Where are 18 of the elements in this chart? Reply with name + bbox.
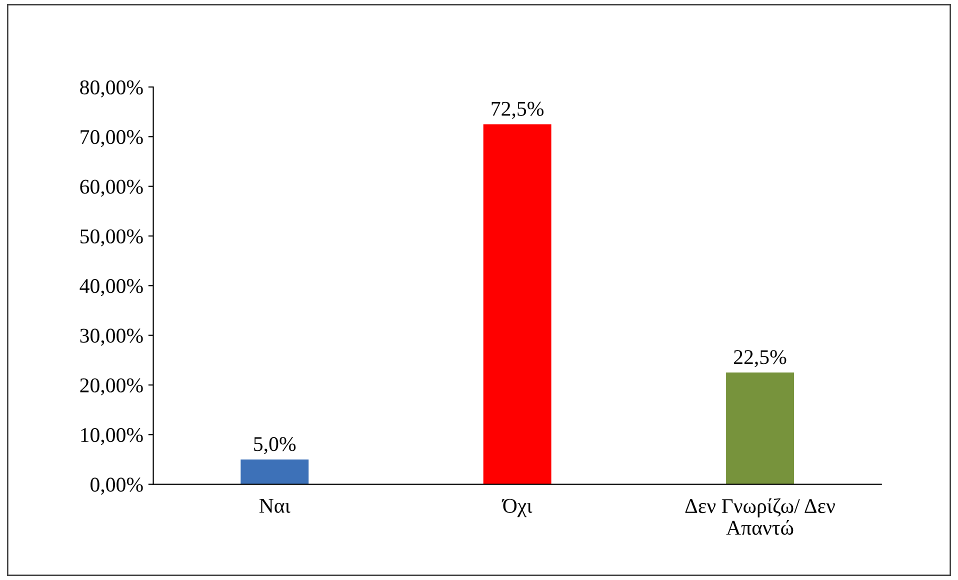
bar (240, 459, 309, 484)
data-label: 5,0% (254, 437, 296, 454)
bar (726, 372, 794, 484)
y-tick-label: 80,00% (80, 80, 143, 98)
data-label: 22,5% (734, 350, 786, 368)
y-tick-label: 0,00% (90, 478, 143, 495)
x-tick-label: Δεν Γνωρίζω/ Δεν Απαντώ (685, 498, 835, 535)
y-tick-label: 20,00% (80, 378, 143, 396)
y-tick-label: 10,00% (81, 428, 143, 446)
x-tick-label: Όχι (502, 498, 532, 518)
y-tick-label: 50,00% (80, 229, 143, 246)
x-tick-label: Ναι (259, 499, 290, 513)
y-tick-label: 40,00% (80, 279, 143, 296)
y-tick-label: 30,00% (80, 328, 143, 346)
data-label: 72,5% (492, 102, 544, 119)
y-tick-label: 70,00% (80, 130, 143, 148)
y-tick-label: 60,00% (80, 180, 143, 197)
bar (483, 124, 552, 484)
